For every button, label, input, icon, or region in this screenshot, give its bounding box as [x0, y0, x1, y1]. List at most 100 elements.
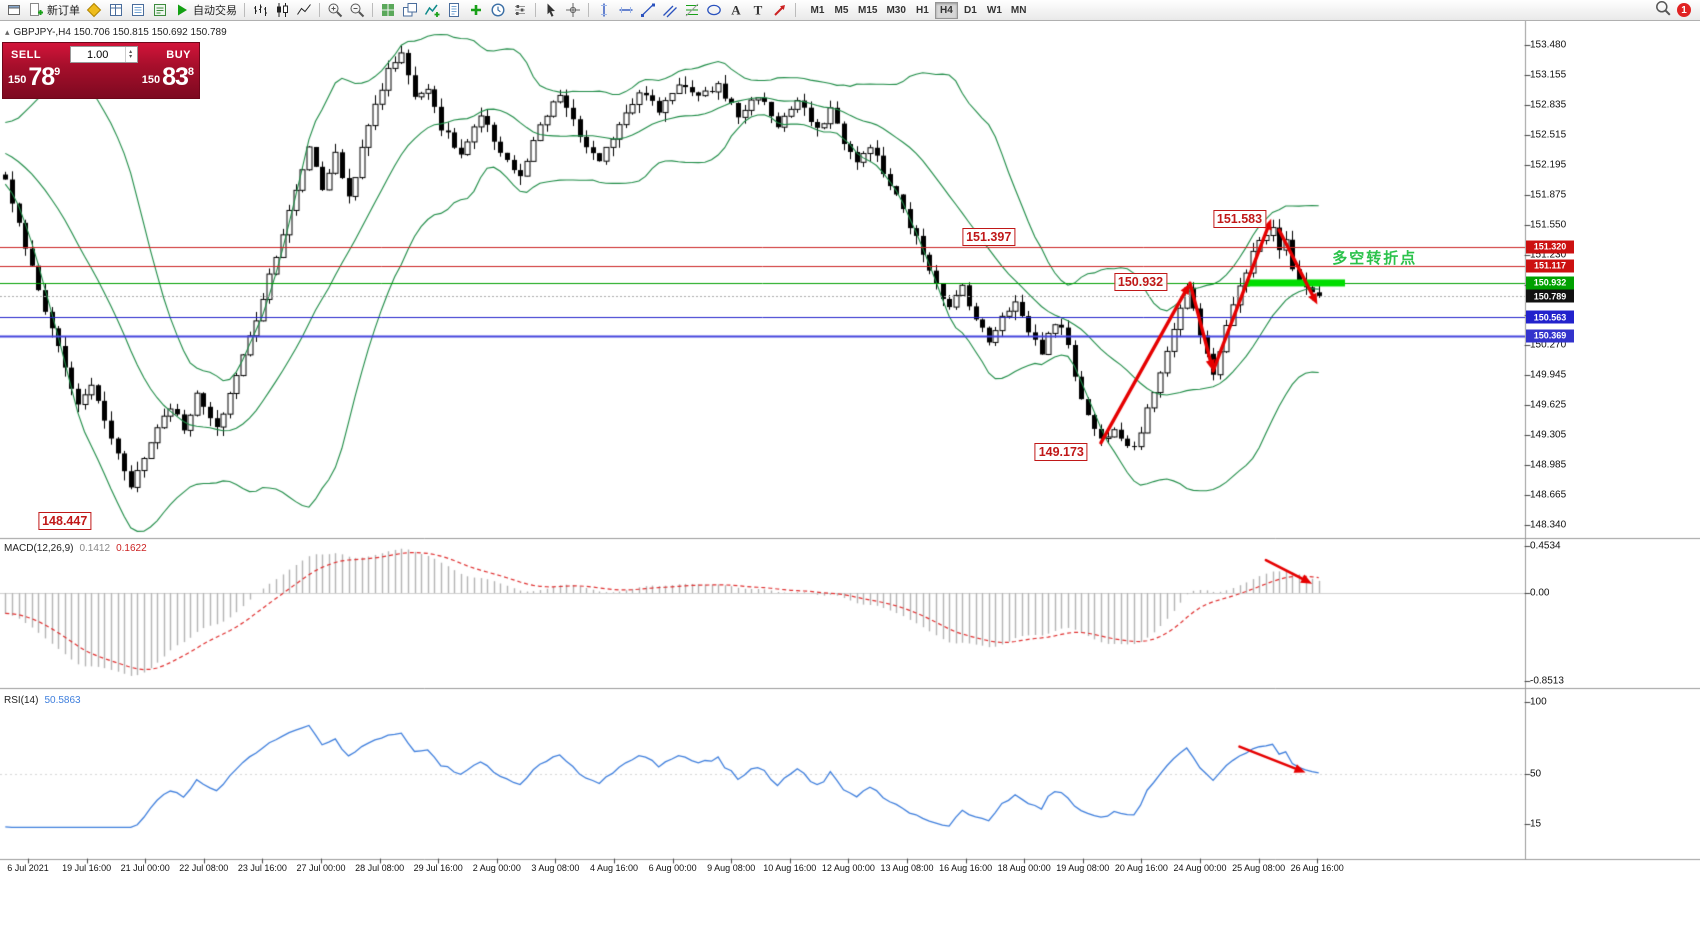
auto-trading-button-icon [174, 2, 190, 18]
templates-icon[interactable] [444, 1, 464, 19]
timeframe-h4[interactable]: H4 [934, 1, 958, 19]
timeframe-d1[interactable]: D1 [959, 2, 982, 19]
chart-window: 153.480 153.155 152.835 152.515 152.195 151.8… [0, 21, 1700, 940]
buy-price-big: 83 [162, 63, 189, 91]
zoom-out-icon [349, 2, 365, 18]
auto-trading-button-label: 自动交易 [193, 5, 237, 17]
zoom-in-icon[interactable] [325, 1, 345, 19]
tile-windows-icon[interactable] [378, 1, 398, 19]
toolbar-right: 1 [1655, 0, 1697, 21]
new-order-button-icon [28, 2, 44, 18]
chart-annotation[interactable]: 149.173 [1034, 443, 1088, 462]
text-label-icon[interactable]: A [726, 1, 746, 19]
spinner-up-icon[interactable]: ▴ [129, 48, 133, 55]
volume-spinner[interactable]: ▴ ▾ [124, 47, 136, 62]
indicators-list-icon[interactable] [422, 1, 442, 19]
new-order-button-label: 新订单 [47, 5, 80, 17]
arrow-tools-icon[interactable] [770, 1, 790, 19]
search-icon[interactable] [1655, 0, 1671, 16]
chart-window-icon [6, 2, 22, 18]
bar-chart-icon[interactable] [250, 1, 270, 19]
bar-chart-icon [252, 2, 268, 18]
candlestick-chart-icon [274, 2, 290, 18]
chart-annotation[interactable]: 148.447 [38, 512, 92, 531]
toolbar-separator [795, 3, 796, 17]
zoom-in-icon [327, 2, 343, 18]
toolbar-separator [588, 3, 589, 17]
text-label-icon: A [728, 2, 744, 18]
volume-input[interactable] [70, 48, 125, 61]
sell-button[interactable]: SELL [11, 48, 42, 61]
trade-panel-price-row: 150 78 9 150 83 8 [3, 63, 199, 91]
candlestick-chart-icon[interactable] [272, 1, 292, 19]
price-chart-canvas[interactable] [0, 21, 1700, 940]
svg-text:T: T [754, 3, 763, 18]
channel-icon [662, 2, 678, 18]
buy-price[interactable]: 150 83 8 [141, 63, 194, 91]
market-watch-icon[interactable] [106, 1, 126, 19]
trendline-icon [640, 2, 656, 18]
timeframe-h1[interactable]: H1 [911, 2, 934, 19]
timeframe-mn[interactable]: MN [1007, 2, 1031, 19]
chart-ohlc-line: GBPJPY-,H4 150.706 150.815 150.692 150.7… [13, 27, 227, 38]
volume-field: ▴ ▾ [69, 46, 138, 63]
market-watch-icon [108, 2, 124, 18]
add-indicator-icon [468, 2, 484, 18]
auto-trading-button[interactable]: 自动交易 [172, 1, 239, 19]
timeframe-w1[interactable]: W1 [983, 2, 1006, 19]
timeframe-m5[interactable]: M5 [830, 2, 853, 19]
trendline-icon[interactable] [638, 1, 658, 19]
horizontal-line-icon [618, 2, 634, 18]
metaeditor-icon[interactable] [84, 1, 104, 19]
toolbar-separator [535, 3, 536, 17]
cursor-icon[interactable] [541, 1, 561, 19]
periods-icon[interactable] [488, 1, 508, 19]
vertical-line-icon[interactable] [594, 1, 614, 19]
notification-badge[interactable]: 1 [1677, 3, 1691, 17]
chart-annotation[interactable]: 151.397 [962, 228, 1016, 247]
text-tool-icon[interactable]: T [748, 1, 768, 19]
timeframe-m15[interactable]: M15 [854, 2, 881, 19]
toolbar-search-slot [1655, 0, 1671, 21]
timeframe-m30[interactable]: M30 [882, 2, 909, 19]
crosshair-icon[interactable] [563, 1, 583, 19]
trade-panel-top-row: SELL ▴ ▾ BUY [3, 43, 199, 64]
chart-properties-icon [512, 2, 528, 18]
chart-annotation[interactable]: 151.583 [1212, 209, 1267, 228]
sell-price-prefix: 150 [8, 74, 27, 86]
timeframe-toolbar: M1 M5 M15 M30 H1 H4 D1 W1 MN [806, 1, 1031, 19]
fibonacci-icon[interactable] [682, 1, 702, 19]
channel-icon[interactable] [660, 1, 680, 19]
chart-properties-icon[interactable] [510, 1, 530, 19]
shapes-icon[interactable] [704, 1, 724, 19]
data-window-icon [130, 2, 146, 18]
spinner-down-icon[interactable]: ▾ [129, 53, 133, 60]
buy-button[interactable]: BUY [166, 48, 191, 61]
vertical-line-icon [596, 2, 612, 18]
sell-price-sup: 9 [54, 66, 61, 78]
horizontal-line-icon[interactable] [616, 1, 636, 19]
strategy-tester-icon[interactable] [150, 1, 170, 19]
chart-annotation-text[interactable]: 多空转折点 [1332, 249, 1418, 267]
toolbar-separator [319, 3, 320, 17]
cascade-windows-icon[interactable] [400, 1, 420, 19]
cursor-icon [543, 2, 559, 18]
buy-price-prefix: 150 [141, 74, 161, 86]
line-chart-icon [296, 2, 312, 18]
svg-text:A: A [731, 3, 741, 18]
indicators-list-icon [424, 2, 440, 18]
sell-price[interactable]: 150 78 9 [8, 65, 61, 90]
timeframe-m1[interactable]: M1 [806, 2, 829, 19]
line-chart-icon[interactable] [294, 1, 314, 19]
chart-annotation[interactable]: 150.932 [1113, 273, 1168, 292]
chart-window-icon[interactable] [4, 1, 24, 19]
zoom-out-icon[interactable] [347, 1, 367, 19]
fibonacci-icon [684, 2, 700, 18]
one-click-toggle-icon[interactable]: ▴ [5, 27, 10, 37]
toolbar-separator [244, 3, 245, 17]
new-order-button[interactable]: 新订单 [26, 1, 82, 19]
shapes-icon [706, 2, 722, 18]
data-window-icon[interactable] [128, 1, 148, 19]
add-indicator-icon[interactable] [466, 1, 486, 19]
